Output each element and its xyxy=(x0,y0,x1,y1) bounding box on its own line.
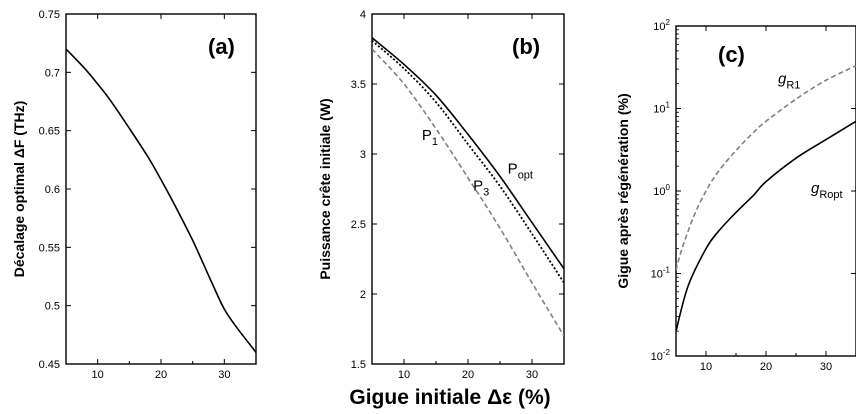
series-line-gR1 xyxy=(676,64,856,271)
y-axis-label: Puissance crête initiale (W) xyxy=(317,98,333,279)
plot-frame xyxy=(65,13,257,365)
panel-label: (b) xyxy=(512,34,540,59)
x-tick-label: 10 xyxy=(398,369,410,381)
x-tick-label: 10 xyxy=(92,369,104,381)
y-axis-label: Gigue après régénération (%) xyxy=(615,93,631,288)
panel-a: 10 20 30 0.45 0.5 0.55 0.6 0.65 0.7 0.75 Décalage … xyxy=(11,9,257,381)
curve-label: gRopt xyxy=(811,180,843,201)
panel-label: (a) xyxy=(208,34,235,59)
curve-label: P1 xyxy=(422,127,438,148)
y-tick-label: 3 xyxy=(360,149,366,161)
y-tick-label: 10-1 xyxy=(651,266,671,281)
x-tick-label: 20 xyxy=(155,369,167,381)
y-tick-label: 0.55 xyxy=(39,242,60,254)
y-tick-label: 4 xyxy=(360,9,366,21)
y-tick-label: 101 xyxy=(653,101,670,116)
series-group xyxy=(676,64,856,332)
x-tick-label: 10 xyxy=(700,361,712,373)
series-line-P_3 xyxy=(372,39,564,284)
x-tick-label: 20 xyxy=(462,369,474,381)
curve-label: P3 xyxy=(473,177,489,198)
y-tick-label: 0.5 xyxy=(45,301,60,313)
panel-b: 10 20 30 1.5 2 2.5 3 3.5 4 Puissance crête initia… xyxy=(317,9,565,381)
series-group xyxy=(372,37,564,337)
y-tick-label: 0.75 xyxy=(39,9,60,21)
x-tick-label: 30 xyxy=(526,369,538,381)
x-tick-label: 30 xyxy=(820,361,832,373)
y-tick-label: 10-2 xyxy=(651,348,671,363)
y-tick-label: 100 xyxy=(653,183,670,198)
plot-frame xyxy=(371,13,565,365)
y-tick-label: 0.7 xyxy=(45,67,60,79)
curve-label: gR1 xyxy=(778,71,800,92)
y-tick-label: 102 xyxy=(653,18,670,33)
panel-label: (c) xyxy=(718,42,745,67)
y-tick-label: 0.65 xyxy=(39,126,60,138)
curve-label: Popt xyxy=(508,161,533,182)
y-tick-label: 0.45 xyxy=(39,359,60,371)
series-group xyxy=(66,48,256,353)
y-tick-label: 3.5 xyxy=(351,79,366,91)
series-line-gRopt xyxy=(676,120,856,332)
y-tick-label: 0.6 xyxy=(45,184,60,196)
series-line-main xyxy=(66,48,256,353)
y-tick-label: 2 xyxy=(360,289,366,301)
panel-c: 10 20 30 10-2 10-1 100 101 102 Gigue après régén… xyxy=(615,18,856,373)
y-tick-label: 2.5 xyxy=(351,219,366,231)
x-tick-label: 30 xyxy=(218,369,230,381)
shared-x-axis-label: Gigue initiale Δε (%) xyxy=(349,386,550,409)
x-tick-label: 20 xyxy=(760,361,772,373)
series-line-P_1 xyxy=(372,48,564,337)
y-axis-label: Décalage optimal ΔF (THz) xyxy=(11,101,27,278)
series-line-P_opt xyxy=(372,37,564,270)
y-tick-label: 1.5 xyxy=(351,359,366,371)
